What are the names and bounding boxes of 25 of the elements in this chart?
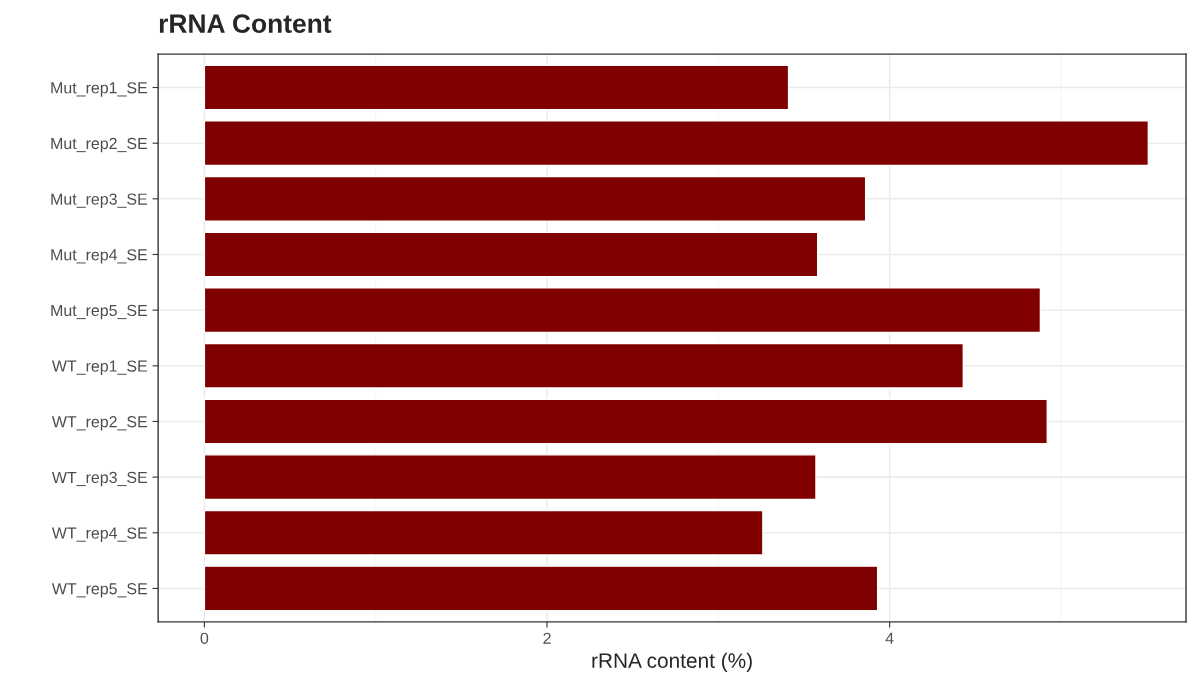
bar — [203, 454, 817, 501]
y-tick-label: Mut_rep2_SE — [51, 137, 148, 153]
bar — [203, 509, 764, 556]
y-tick-label: WT_rep2_SE — [51, 416, 148, 431]
bar — [203, 175, 867, 222]
y-tick-label: Mut_rep4_SE — [51, 249, 148, 264]
bar — [203, 231, 819, 278]
y-tick-label: Mut_rep1_SE — [51, 82, 148, 97]
bar — [203, 287, 1042, 334]
bar — [203, 565, 879, 612]
y-tick-label: WT_rep1_SE — [51, 360, 148, 375]
x-tick-label: 0 — [200, 632, 209, 644]
x-tick-label: 2 — [543, 632, 551, 644]
bar — [203, 342, 965, 389]
bar — [203, 64, 790, 111]
x-tick-label: 4 — [885, 632, 894, 644]
y-tick-label: WT_rep4_SE — [51, 527, 148, 542]
x-axis-title: rRNA content (%) — [592, 652, 752, 673]
y-tick-label: WT_rep5_SE — [51, 583, 148, 598]
bar — [203, 398, 1048, 445]
y-tick-label: Mut_rep3_SE — [51, 193, 148, 208]
y-tick-label: WT_rep3_SE — [51, 471, 148, 487]
bar — [203, 120, 1150, 167]
chart-title: rRNA Content — [159, 14, 332, 33]
y-tick-label: Mut_rep5_SE — [51, 304, 148, 320]
